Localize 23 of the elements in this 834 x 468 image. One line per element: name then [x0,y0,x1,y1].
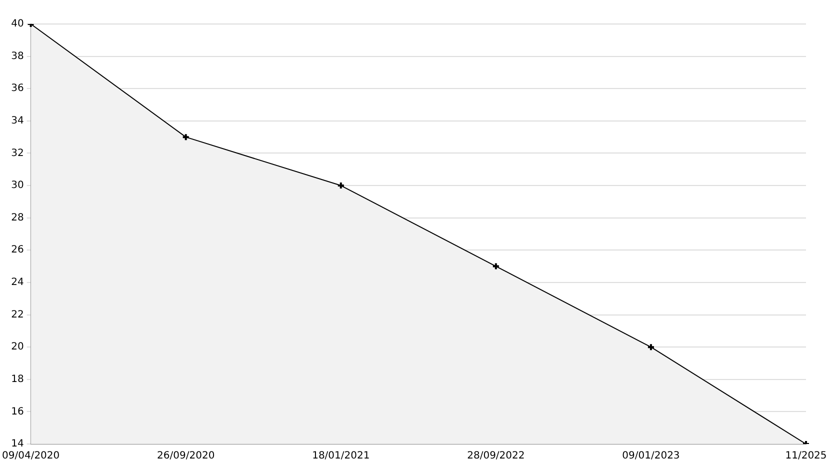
y-tick-label: 30 [11,180,24,192]
x-tick-label: 09/04/2020 [2,450,60,462]
x-tick-label: 18/01/2021 [312,450,370,462]
point [646,343,655,352]
y-tick-label: 34 [11,116,24,127]
y-tick-label: 24 [11,277,24,288]
x-tick-label: 26/09/2020 [157,450,215,462]
point [182,133,190,142]
x-tick-label: 28/09/2022 [467,450,525,462]
x-tick-label: 11/2025 [785,450,827,462]
y-tick-label: 20 [11,342,24,353]
x-tick-label: 09/01/2023 [622,450,680,462]
y-tick-label: 38 [11,50,24,62]
y-tick-label: 28 [11,212,24,224]
y-tick-label: 32 [11,148,24,159]
point [492,262,500,270]
y-tick-label: 18 [11,374,24,385]
y-tick-label: 26 [11,244,24,256]
y-tick-label: 36 [11,83,24,94]
y-tick-label: 16 [11,406,24,418]
y-tick-label: 40 [11,18,24,30]
y-tick-label: 22 [11,309,24,320]
y-tick-label: 14 [11,438,24,450]
